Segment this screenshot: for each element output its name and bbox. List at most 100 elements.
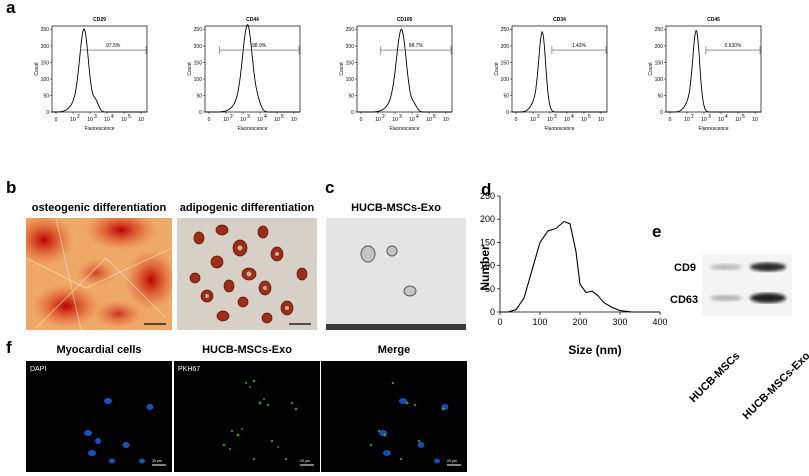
lane-label-mscs: HUCB-MSCs <box>687 350 743 406</box>
histogram-curve <box>512 30 607 113</box>
x-tick-label: 10 <box>443 117 449 123</box>
x-tick-label: 10 <box>121 117 127 123</box>
x-tick-label: 10 <box>752 117 758 123</box>
band-cd63-mscs <box>710 295 742 301</box>
x-tick-exponent: 5 <box>128 114 131 120</box>
flow-x-axis-label: Fluorescence <box>544 126 574 132</box>
band-label-cd63: CD63 <box>670 294 699 306</box>
x-tick-exponent: 5 <box>281 114 284 120</box>
gate-percentage: 98.9% <box>252 43 267 49</box>
flow-x-axis-label: Fluorescence <box>84 126 114 132</box>
flow-y-axis-label: Count <box>494 62 500 76</box>
x-tick-label: 0 <box>208 117 211 123</box>
y-tick-label: 0 <box>351 110 354 116</box>
band-label-cd9: CD9 <box>674 262 697 274</box>
x-tick-label: 300 <box>612 317 627 327</box>
y-tick-label: 250 <box>346 27 355 33</box>
y-tick-label: 200 <box>501 44 510 50</box>
flow-x-axis-label: Fluorescence <box>389 126 419 132</box>
y-tick-label: 100 <box>501 77 510 83</box>
x-tick-exponent: 4 <box>416 114 419 120</box>
x-tick-exponent: 4 <box>571 114 574 120</box>
x-tick-exponent: 4 <box>111 114 114 120</box>
flow-title: CD45 <box>707 17 720 23</box>
x-tick-exponent: 4 <box>264 114 267 120</box>
y-tick-label: 0 <box>199 110 202 116</box>
flow-y-axis-label: Count <box>187 62 193 76</box>
x-tick-label: 10 <box>291 117 297 123</box>
x-tick-label: 10 <box>223 117 229 123</box>
y-tick-label: 100 <box>480 261 495 271</box>
x-tick-exponent: 3 <box>399 114 402 120</box>
x-tick-label: 10 <box>718 117 724 123</box>
stain-label-pkh67: PKH67 <box>178 366 200 373</box>
x-tick-exponent: 5 <box>742 114 745 120</box>
fluor-image-dapi: DAPI 20 μm <box>26 361 172 472</box>
y-tick-label: 250 <box>480 191 495 201</box>
y-tick-label: 50 <box>657 93 663 99</box>
y-tick-label: 200 <box>655 44 664 50</box>
y-tick-label: 200 <box>480 214 495 224</box>
panel-label-c: c <box>325 178 335 197</box>
y-tick-label: 150 <box>655 60 664 66</box>
y-tick-label: 100 <box>655 77 664 83</box>
histogram-curve <box>357 28 452 113</box>
x-tick-label: 10 <box>257 117 263 123</box>
flow-title: CD105 <box>397 17 413 23</box>
flow-x-axis-label: Fluorescence <box>698 126 728 132</box>
x-tick-label: 10 <box>581 117 587 123</box>
flow-y-axis-label: Count <box>648 62 654 76</box>
x-tick-exponent: 2 <box>382 114 385 120</box>
x-axis-label: Size (nm) <box>568 343 621 357</box>
y-tick-label: 50 <box>503 93 509 99</box>
y-tick-label: 100 <box>41 77 50 83</box>
x-tick-exponent: 2 <box>230 114 233 120</box>
band-cd63-exo <box>750 293 786 303</box>
x-tick-label: 10 <box>70 117 76 123</box>
x-tick-exponent: 3 <box>94 114 97 120</box>
flow-title: CD44 <box>246 17 259 23</box>
y-tick-label: 250 <box>194 27 203 33</box>
x-tick-exponent: 4 <box>725 114 728 120</box>
x-tick-label: 0 <box>515 117 518 123</box>
y-tick-label: 0 <box>506 110 509 116</box>
panel-label-d: d <box>481 180 492 199</box>
flow-y-axis-label: Count <box>34 62 40 76</box>
scale-label-pkh67: 20 μm <box>300 459 310 463</box>
y-tick-label: 50 <box>485 284 495 294</box>
x-tick-exponent: 3 <box>554 114 557 120</box>
gate-percentage: 98.7% <box>409 43 424 49</box>
x-tick-exponent: 2 <box>537 114 540 120</box>
y-tick-label: 250 <box>501 27 510 33</box>
x-tick-exponent: 5 <box>433 114 436 120</box>
panel-label-f: f <box>6 338 12 357</box>
y-tick-label: 150 <box>501 60 510 66</box>
y-tick-label: 100 <box>194 77 203 83</box>
fluor-title-merge: Merge <box>377 344 411 356</box>
x-tick-label: 0 <box>669 117 672 123</box>
panel-label-a: a <box>6 0 16 17</box>
x-tick-label: 10 <box>564 117 570 123</box>
band-cd9-exo <box>750 262 786 272</box>
histogram-curve <box>52 28 147 113</box>
x-tick-label: 0 <box>55 117 58 123</box>
x-tick-label: 10 <box>375 117 381 123</box>
x-tick-exponent: 2 <box>77 114 80 120</box>
osteogenic-title: osteogenic differentiation <box>31 202 167 214</box>
tem-title: HUCB-MSCs-Exo <box>351 202 441 214</box>
y-tick-label: 0 <box>46 110 49 116</box>
size-distribution-line <box>500 220 660 313</box>
y-tick-label: 200 <box>194 44 203 50</box>
y-tick-label: 50 <box>196 93 202 99</box>
x-tick-label: 10 <box>735 117 741 123</box>
x-tick-label: 0 <box>497 317 502 327</box>
flow-title: CD34 <box>553 17 566 23</box>
y-tick-label: 150 <box>346 60 355 66</box>
fluor-title-myocardial: Myocardial cells <box>56 344 142 356</box>
y-tick-label: 150 <box>41 60 50 66</box>
x-tick-label: 10 <box>274 117 280 123</box>
